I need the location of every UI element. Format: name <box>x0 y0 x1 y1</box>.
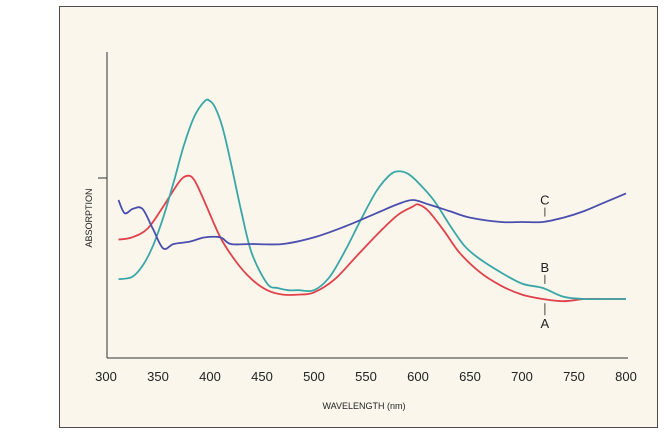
curve-label-a: A <box>541 316 550 331</box>
curve-label-c: C <box>540 193 549 208</box>
x-tick-label: 300 <box>95 369 117 384</box>
x-tick-label: 800 <box>615 369 637 384</box>
curves <box>117 98 627 303</box>
x-tick-label: 700 <box>511 369 533 384</box>
y-axis-title: ABSORPTION <box>84 188 94 247</box>
curve-c <box>117 192 627 250</box>
x-tick-label: 600 <box>407 369 429 384</box>
x-tick-label: 750 <box>563 369 585 384</box>
curve-b <box>118 98 626 301</box>
x-tick-label: 500 <box>303 369 325 384</box>
curve-labels: C B A <box>540 193 549 332</box>
x-tick-label: 650 <box>459 369 481 384</box>
x-tick-label: 350 <box>147 369 169 384</box>
curve-label-b: B <box>541 260 550 275</box>
x-tick-label: 550 <box>355 369 377 384</box>
curve-a <box>118 174 626 303</box>
x-tick-labels: 300 350 400 450 500 550 600 650 700 750 800 <box>95 369 637 384</box>
x-axis-title: WAVELENGTH (nm) <box>322 401 405 411</box>
x-tick-label: 400 <box>199 369 221 384</box>
x-tick-label: 450 <box>251 369 273 384</box>
